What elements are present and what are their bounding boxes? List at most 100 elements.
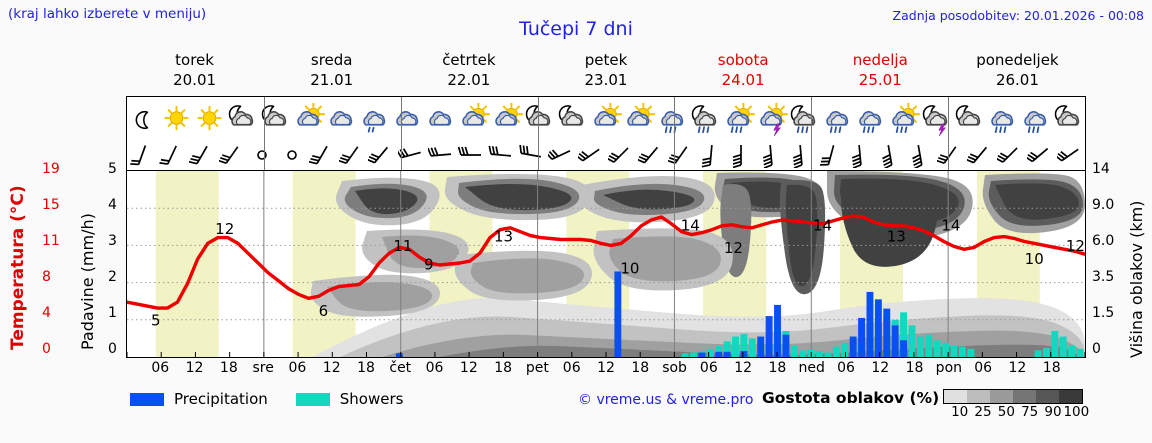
icon-glyph: [689, 97, 722, 142]
innerticks-0: 5: [108, 161, 117, 177]
weather-icon-sun-cloud: [490, 97, 524, 142]
cloud-density-tick-100: 100: [1063, 404, 1090, 420]
weather-icon-cloud-rain: [986, 97, 1019, 142]
icon-glyph: [490, 97, 524, 142]
showers-bar: [967, 348, 975, 357]
day-date: 20.01: [173, 71, 217, 89]
wind-barb: [516, 142, 546, 170]
icon-glyph: [722, 97, 755, 142]
showers-bar: [832, 346, 840, 357]
showers-bar: [900, 312, 908, 357]
wind-barb: [846, 142, 876, 170]
showers-bar: [690, 352, 697, 357]
x-axis-label-12: 12: [597, 360, 615, 376]
x-axis-label-sre: sre: [252, 360, 274, 376]
weather-icon-cloud: [325, 97, 358, 142]
showers-bar: [824, 352, 832, 357]
precipitation-bar: [782, 334, 790, 357]
weather-icon-moon-cloud: [1052, 97, 1085, 142]
day-header-4: sobota 24.01: [675, 50, 812, 94]
wind-barb: [426, 142, 456, 170]
copyright-link[interactable]: © vreme.us & vreme.pro: [578, 392, 754, 408]
day-separator: [537, 97, 539, 142]
cloud-density-swatch-2: [990, 390, 1013, 403]
wind-barb: [965, 142, 995, 170]
precipitation-bar: [765, 316, 773, 357]
icon-glyph: [953, 97, 986, 142]
x-axis-label-18: 18: [219, 360, 238, 376]
forecast-plot: 5 12 6 9 11 13 10 14 12 14 13 14 10 12: [126, 170, 1086, 358]
showers-bar: [748, 338, 756, 357]
icon-glyph: [1052, 97, 1085, 142]
weather-icon-sun: [160, 97, 193, 142]
precipitation-swatch: [130, 392, 164, 406]
showers-bar: [916, 336, 924, 357]
x-axis-label-18: 18: [768, 360, 787, 376]
cloud-density-field: [310, 171, 1085, 357]
x-axis-label-12: 12: [322, 360, 341, 376]
showers-bar: [1068, 345, 1076, 357]
day-separator: [674, 97, 676, 142]
x-axis-label-18: 18: [357, 360, 375, 376]
weather-icon-sun-cloud-thunder: [755, 97, 788, 142]
day-name: nedelja: [852, 51, 908, 69]
time-axis-labels: 06 12 18 sre 06 12 18 čet 06 12 18 pet 06 12 18 sob 06 12…: [126, 360, 1086, 380]
wind-barb: [995, 142, 1025, 170]
cloud-blob: [603, 189, 695, 210]
icon-glyph: [556, 97, 589, 142]
showers-bar: [942, 342, 950, 357]
rightticks-2: 6.0: [1092, 233, 1115, 249]
cloud-blob: [355, 188, 418, 215]
location-menu-note: (kraj lahko izberete v meniju): [8, 6, 207, 22]
day-separator: [811, 97, 813, 142]
weather-icon-cloud: [424, 97, 457, 142]
innerticks-3: 2: [108, 269, 117, 285]
plot-canvas: 5 12 6 9 11 13 10 14 12 14 13 14 10 12: [127, 171, 1085, 357]
showers-bar: [925, 334, 933, 357]
temperature-label: 14: [681, 217, 700, 235]
showers-bar: [908, 325, 916, 357]
wind-barb: [157, 142, 187, 170]
temperature-label: 13: [887, 228, 906, 246]
precipitation-bar: [883, 308, 891, 357]
day-separator: [400, 142, 402, 170]
cloud-density-tick-25: 25: [974, 404, 992, 420]
wind-barb: [217, 142, 247, 170]
icon-glyph: [358, 97, 391, 142]
page-title: Tučepi 7 dni: [519, 18, 633, 40]
temperature-label: 6: [319, 302, 329, 320]
wind-barb: [726, 142, 756, 170]
cloud-blob: [327, 282, 433, 312]
wind-barb: [456, 142, 486, 170]
wind-barb: [277, 142, 307, 170]
precipitation-bar: [874, 299, 882, 357]
weather-icon-sun-cloud-rain: [887, 97, 920, 142]
weather-icon-sun: [193, 97, 226, 142]
day-date: 22.01: [447, 71, 491, 89]
temperature-label: 14: [941, 217, 960, 235]
showers-bar: [715, 345, 723, 357]
showers-bar: [681, 353, 689, 357]
x-axis-label-06: 06: [288, 360, 307, 376]
cloud-blob: [841, 179, 938, 267]
weather-icon-moon-cloud: [953, 97, 986, 142]
weather-icon-cloud: [391, 97, 424, 142]
x-axis-label-12: 12: [459, 360, 478, 376]
showers-bar: [950, 345, 958, 357]
x-axis-label-čet: čet: [389, 360, 412, 376]
temperature-label: 13: [494, 228, 513, 246]
precipitation-bar: [849, 336, 857, 357]
precipitation-bar: [723, 351, 731, 357]
icon-glyph: [788, 97, 821, 142]
wind-barb: [606, 142, 636, 170]
day-separator: [674, 142, 676, 170]
cloud-density-tick-90: 90: [1044, 404, 1062, 420]
showers-bar: [799, 350, 807, 357]
x-axis-label-12: 12: [1008, 360, 1027, 376]
icon-glyph: [292, 97, 326, 142]
wind-barb: [486, 142, 516, 170]
wind-barb-band: [126, 142, 1086, 170]
day-name: torek: [175, 51, 214, 69]
showers-legend-label: Showers: [339, 390, 404, 408]
x-axis-label-18: 18: [905, 360, 924, 376]
